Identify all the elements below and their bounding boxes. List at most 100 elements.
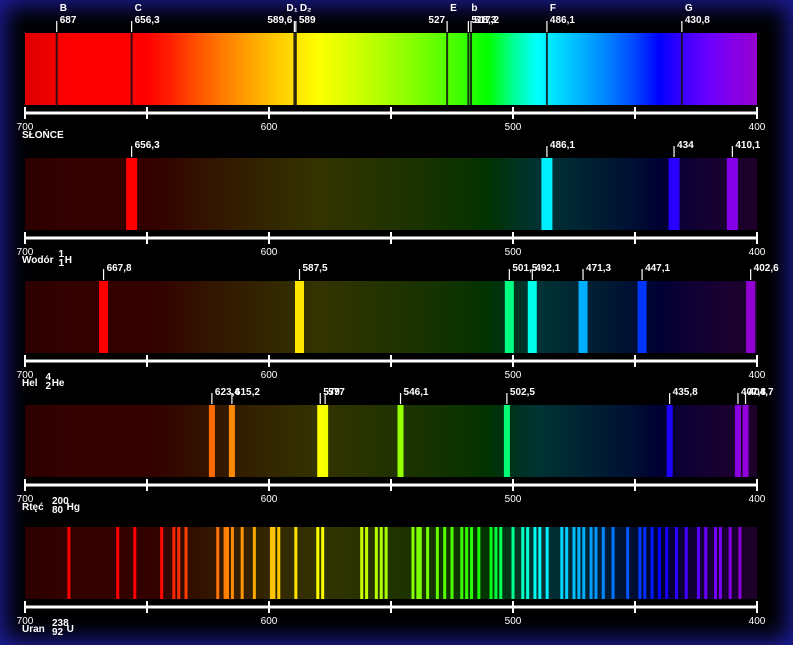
spectrum-band [25,33,757,105]
emission-line [611,527,615,599]
emission-line [728,527,732,599]
emission-line [572,527,576,599]
emission-line [465,527,469,599]
emission-line [704,527,708,599]
emission-line [494,527,498,599]
isotope-number: 2 [46,381,52,392]
line-label: 407,8 [741,387,766,398]
emission-line [418,527,422,599]
line-label: 486,1 [550,140,575,151]
emission-line [738,527,742,599]
absorption-line [130,33,133,105]
emission-line [252,527,256,599]
emission-line [533,527,537,599]
tick-label: 700 [17,122,34,133]
emission-line [668,158,680,230]
emission-line [638,527,642,599]
tick-label: 600 [261,122,278,133]
emission-line [374,527,378,599]
spectrum-title: Rtęć [22,502,44,513]
line-label: 623,4 [215,387,240,398]
isotope-mass: 238 [52,618,69,629]
emission-line [160,527,164,599]
isotope-symbol: Hg [67,502,80,513]
line-label: 517,2 [474,15,499,26]
emission-line [184,527,188,599]
line-label: 589,6 [267,15,292,26]
line-label: 435,8 [673,387,698,398]
line-label: 430,8 [685,15,710,26]
tick-label: 400 [749,122,766,133]
emission-line [240,527,244,599]
line-label: 410,1 [735,140,760,151]
emission-line [696,527,700,599]
emission-line [477,527,481,599]
emission-line [443,527,447,599]
emission-line [133,527,137,599]
emission-line [589,527,593,599]
emission-line [601,527,605,599]
line-label: 486,1 [550,15,575,26]
line-label: 471,3 [586,263,611,274]
emission-line [269,527,273,599]
emission-line [411,527,415,599]
tick-label: 600 [261,616,278,627]
tick-label: 500 [505,494,522,505]
emission-line [521,527,525,599]
emission-line [538,527,542,599]
emission-line [665,527,669,599]
tick-label: 600 [261,247,278,258]
emission-line [565,527,569,599]
spectrum-title: Hel [22,378,38,389]
line-label: 434 [677,140,694,151]
line-label: 518,3 [471,15,496,26]
line-name: E [450,3,457,14]
emission-line [742,405,749,477]
tick-label: 600 [261,370,278,381]
isotope-number: 92 [52,627,64,638]
emission-line [316,527,320,599]
line-label: 492,1 [535,263,560,274]
absorption-line [467,33,470,105]
title-text: Rtęć [22,502,44,513]
emission-line [746,281,756,353]
emission-line [470,527,474,599]
emission-line [397,405,404,477]
spectrum-title: SŁOŃCE [22,128,64,141]
emission-line [294,527,298,599]
tick-label: 500 [505,616,522,627]
line-label: 577 [328,387,345,398]
emission-line [208,405,215,477]
emission-line [626,527,630,599]
line-label: 502,5 [510,387,535,398]
emission-line [499,527,503,599]
spectrum-band [25,281,757,353]
emission-line [228,405,235,477]
title-text: SŁOŃCE [22,128,64,141]
line-label: 656,3 [135,140,160,151]
tick-label: 700 [17,247,34,258]
isotope-symbol: H [65,255,72,266]
title-text: Wodór [22,255,54,266]
emission-line [365,527,369,599]
emission-line [503,405,510,477]
emission-line [504,281,514,353]
line-name: B [60,3,67,14]
emission-line [321,527,325,599]
isotope-mass: 200 [52,496,69,507]
emission-line [541,158,553,230]
absorption-line [294,33,297,105]
tick-label: 400 [749,494,766,505]
emission-line [435,527,439,599]
emission-line [67,527,71,599]
emission-line [460,527,464,599]
spectrum-band [25,405,757,477]
absorption-line [446,33,449,105]
tick-label: 500 [505,370,522,381]
line-label: 587,5 [303,263,328,274]
line-label: 501,5 [512,263,537,274]
emission-line [450,527,454,599]
line-label: 527 [428,15,445,26]
isotope-symbol: U [67,624,74,635]
